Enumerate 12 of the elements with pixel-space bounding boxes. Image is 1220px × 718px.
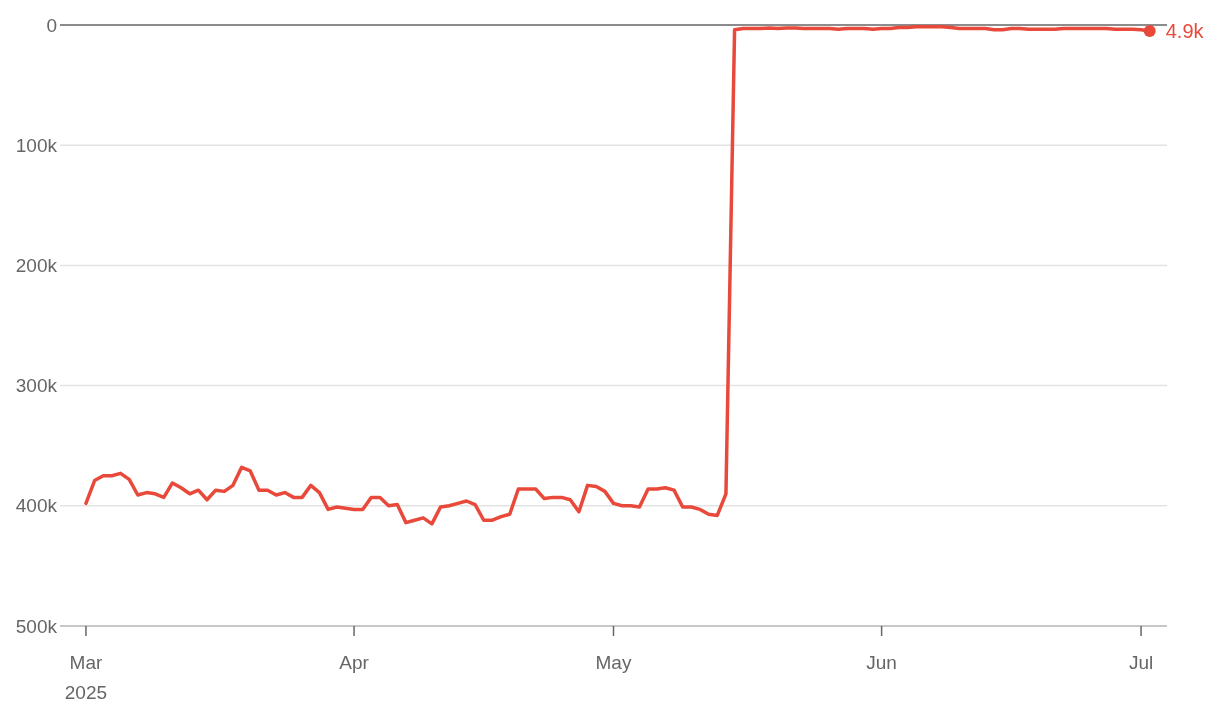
x-tick-label: Apr	[339, 652, 370, 673]
y-tick-label: 300k	[15, 375, 58, 397]
y-tick-label: 0	[46, 14, 57, 36]
x-tick-label: May	[595, 652, 632, 673]
y-tick-label: 400k	[15, 495, 58, 517]
x-tick-label: Mar 2025	[64, 652, 108, 703]
y-tick-label: 100k	[15, 134, 58, 156]
y-tick-label: 500k	[15, 615, 58, 637]
x-tick-label: Jun	[866, 652, 897, 673]
annotation: 4.9k	[1165, 19, 1205, 42]
y-tick-label: 200k	[15, 255, 58, 277]
x-tick-label: Jul	[1128, 652, 1154, 673]
